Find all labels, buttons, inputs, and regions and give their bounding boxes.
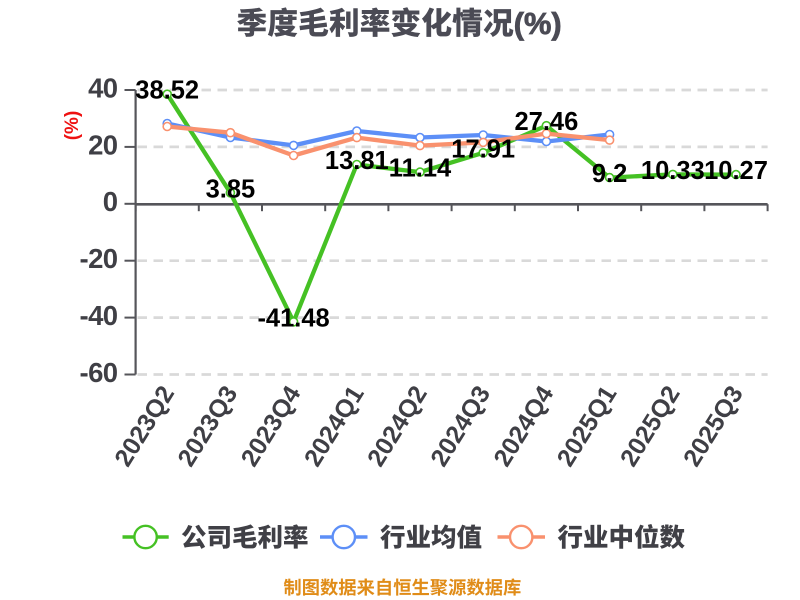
svg-text:11.14: 11.14 xyxy=(389,155,452,183)
svg-text:20: 20 xyxy=(88,129,118,160)
svg-text:10.27: 10.27 xyxy=(704,157,768,185)
svg-text:13.81: 13.81 xyxy=(325,147,389,175)
svg-text:10.33: 10.33 xyxy=(641,157,705,185)
svg-text:(%): (%) xyxy=(62,111,83,141)
svg-text:-41.48: -41.48 xyxy=(257,304,329,332)
svg-text:(%): (%) xyxy=(514,6,562,41)
svg-text:3.85: 3.85 xyxy=(206,175,256,203)
svg-text:-20: -20 xyxy=(80,243,118,274)
svg-text:27.46: 27.46 xyxy=(514,108,578,136)
svg-text:17.91: 17.91 xyxy=(451,135,515,163)
svg-text:38.52: 38.52 xyxy=(135,77,199,105)
svg-text:40: 40 xyxy=(88,72,118,103)
svg-text:0: 0 xyxy=(103,186,118,217)
svg-text:-40: -40 xyxy=(80,300,118,331)
svg-text:-60: -60 xyxy=(80,357,118,388)
svg-text:9.2: 9.2 xyxy=(592,160,627,188)
